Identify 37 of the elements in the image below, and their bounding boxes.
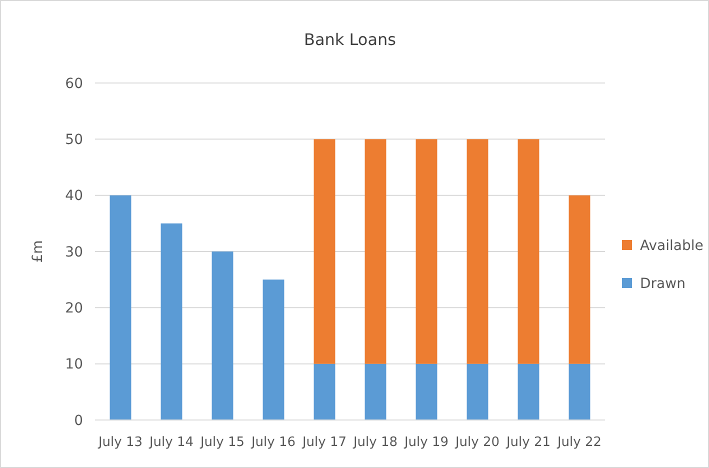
- bar: [212, 252, 234, 420]
- x-tick-label: July 16: [250, 435, 296, 450]
- bar: [466, 139, 488, 364]
- x-tick-label: July 21: [505, 435, 551, 450]
- bar: [364, 139, 386, 364]
- bar: [568, 364, 590, 420]
- y-tick-label: 40: [65, 188, 83, 204]
- legend-label: Available: [640, 238, 704, 254]
- x-tick-label: July 15: [199, 435, 245, 450]
- x-tick-label: July 14: [148, 435, 194, 450]
- y-tick-label: 0: [74, 412, 83, 429]
- bar: [160, 223, 182, 420]
- x-tick-label: July 20: [454, 435, 500, 450]
- bar: [518, 364, 540, 420]
- x-tick-label: July 19: [403, 435, 449, 450]
- legend-label: Drawn: [640, 276, 686, 292]
- y-tick-label: 20: [65, 300, 83, 317]
- bar: [314, 139, 336, 364]
- bar: [110, 195, 132, 420]
- bar: [364, 364, 386, 420]
- bar: [518, 139, 540, 364]
- x-tick-label: July 17: [301, 435, 347, 450]
- bar: [568, 195, 590, 364]
- y-tick-label: 10: [65, 356, 83, 373]
- bar: [416, 364, 438, 420]
- bar: [416, 139, 438, 364]
- y-tick-label: 30: [65, 244, 83, 260]
- y-tick-label: 50: [65, 132, 83, 148]
- y-axis-title: £m: [30, 240, 46, 263]
- bar: [466, 364, 488, 420]
- x-tick-label: July 18: [352, 435, 398, 450]
- chart-title: Bank Loans: [304, 30, 396, 49]
- x-tick-label: July 13: [97, 435, 143, 450]
- bar: [262, 280, 284, 420]
- x-tick-label: July 22: [556, 435, 602, 450]
- y-tick-label: 60: [65, 76, 83, 92]
- bar: [314, 364, 336, 420]
